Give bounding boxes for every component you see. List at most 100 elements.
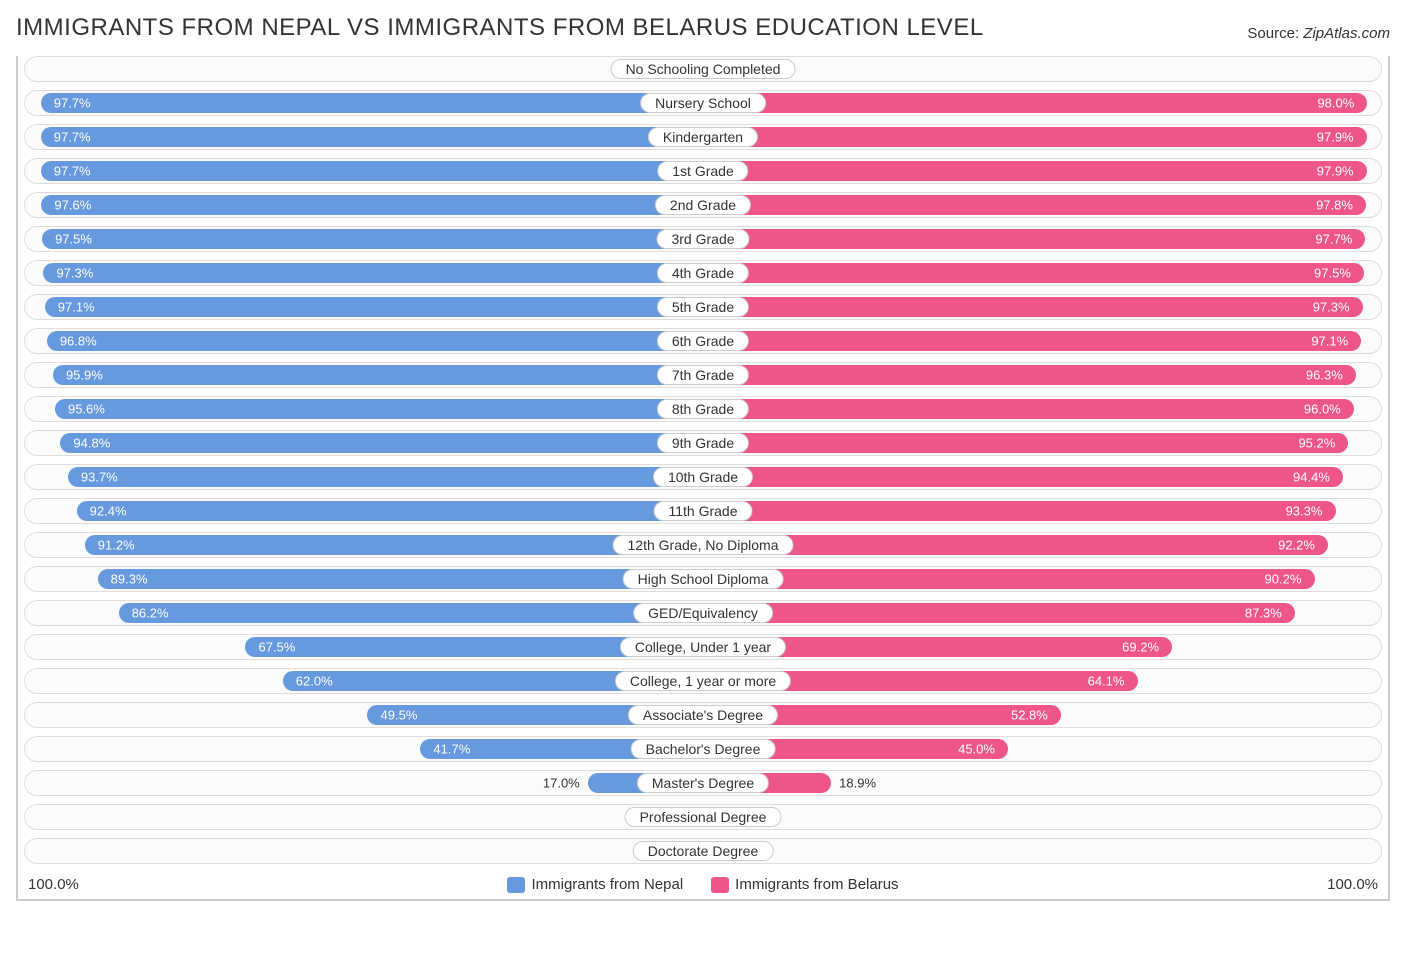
category-label: High School Diploma <box>623 569 784 589</box>
bar-row: 2.3%2.1%No Schooling Completed <box>24 56 1382 82</box>
bar-right <box>703 569 1315 589</box>
pct-label-left: 97.7% <box>54 130 91 145</box>
category-label: 6th Grade <box>657 331 749 351</box>
bar-right <box>703 127 1367 147</box>
bar-left <box>85 535 703 555</box>
category-label: GED/Equivalency <box>633 603 773 623</box>
category-label: Associate's Degree <box>628 705 778 725</box>
bar-row: 97.5% 97.7% 3rd Grade <box>24 226 1382 252</box>
pct-label-right: 90.2% <box>1265 572 1302 587</box>
pct-label-left: 97.1% <box>58 300 95 315</box>
bar-row: 67.5% 69.2% College, Under 1 year <box>24 634 1382 660</box>
pct-label-right: 96.0% <box>1304 402 1341 417</box>
bar-row: 97.1%97.3%5th Grade <box>24 294 1382 320</box>
pct-label-left: 89.3% <box>111 572 148 587</box>
bar-row: 89.3% 90.2% High School Diploma <box>24 566 1382 592</box>
legend-label-right: Immigrants from Belarus <box>735 876 898 893</box>
bar-right <box>703 263 1364 283</box>
pct-label-left: 97.7% <box>54 164 91 179</box>
pct-label-left: 17.0% <box>543 776 580 791</box>
pct-label-right: 95.2% <box>1298 436 1335 451</box>
legend-item-left: Immigrants from Nepal <box>507 876 683 893</box>
category-label: 11th Grade <box>653 501 752 521</box>
category-label: 3rd Grade <box>656 229 749 249</box>
legend-item-right: Immigrants from Belarus <box>711 876 898 893</box>
source-label: Source: <box>1247 25 1303 42</box>
bar-row: 41.7%45.0%Bachelor's Degree <box>24 736 1382 762</box>
bar-row: 97.3%97.5%4th Grade <box>24 260 1382 286</box>
pct-label-right: 52.8% <box>1011 708 1048 723</box>
pct-label-right: 45.0% <box>958 742 995 757</box>
pct-label-left: 67.5% <box>258 640 295 655</box>
bar-left <box>41 161 703 181</box>
legend: Immigrants from Nepal Immigrants from Be… <box>79 876 1327 893</box>
category-label: 8th Grade <box>657 399 749 419</box>
category-label: Master's Degree <box>637 773 769 793</box>
category-label: 1st Grade <box>657 161 748 181</box>
bar-row: 97.7% 97.9% 1st Grade <box>24 158 1382 184</box>
bar-right <box>703 229 1365 249</box>
header: IMMIGRANTS FROM NEPAL VS IMMIGRANTS FROM… <box>16 14 1390 42</box>
bar-left <box>55 399 703 419</box>
pct-label-right: 93.3% <box>1286 504 1323 519</box>
bar-left <box>119 603 703 623</box>
source-value: ZipAtlas.com <box>1303 25 1390 42</box>
bar-row: 62.0%64.1%College, 1 year or more <box>24 668 1382 694</box>
bar-left <box>53 365 703 385</box>
category-label: 2nd Grade <box>655 195 751 215</box>
diverging-bar-chart: 2.3%2.1%No Schooling Completed 97.7%98.0%… <box>16 56 1390 901</box>
legend-label-left: Immigrants from Nepal <box>531 876 683 893</box>
pct-label-left: 62.0% <box>296 674 333 689</box>
pct-label-left: 97.5% <box>55 232 92 247</box>
bar-row: 4.8%5.5%Professional Degree <box>24 804 1382 830</box>
pct-label-left: 49.5% <box>381 708 418 723</box>
category-label: No Schooling Completed <box>611 59 796 79</box>
bar-right <box>703 93 1367 113</box>
bar-left <box>41 195 703 215</box>
bar-right <box>703 331 1361 351</box>
pct-label-left: 97.3% <box>56 266 93 281</box>
pct-label-right: 97.8% <box>1316 198 1353 213</box>
bar-right <box>703 297 1363 317</box>
bar-right <box>703 399 1354 419</box>
bar-right <box>703 501 1336 521</box>
pct-label-right: 97.5% <box>1314 266 1351 281</box>
bar-right <box>703 467 1343 487</box>
bar-row: 97.7%98.0%Nursery School <box>24 90 1382 116</box>
pct-label-right: 64.1% <box>1088 674 1125 689</box>
bar-left <box>60 433 703 453</box>
bar-right <box>703 161 1367 181</box>
bar-left <box>41 127 703 147</box>
bar-row: 93.7%94.4%10th Grade <box>24 464 1382 490</box>
pct-label-right: 92.2% <box>1278 538 1315 553</box>
pct-label-left: 94.8% <box>73 436 110 451</box>
axis-max-left: 100.0% <box>28 876 79 893</box>
bar-row: 2.2%2.2%Doctorate Degree <box>24 838 1382 864</box>
pct-label-left: 96.8% <box>60 334 97 349</box>
bar-row: 49.5% 52.8% Associate's Degree <box>24 702 1382 728</box>
chart-title: IMMIGRANTS FROM NEPAL VS IMMIGRANTS FROM… <box>16 14 984 42</box>
bar-right <box>703 535 1328 555</box>
category-label: College, Under 1 year <box>620 637 786 657</box>
pct-label-right: 97.9% <box>1317 164 1354 179</box>
category-label: Bachelor's Degree <box>631 739 776 759</box>
pct-label-left: 95.9% <box>66 368 103 383</box>
bar-left <box>68 467 703 487</box>
bar-left <box>77 501 703 521</box>
bar-right <box>703 195 1366 215</box>
bar-left <box>98 569 703 589</box>
pct-label-left: 86.2% <box>132 606 169 621</box>
category-label: 7th Grade <box>657 365 749 385</box>
bar-row: 91.2%92.2%12th Grade, No Diploma <box>24 532 1382 558</box>
bar-row: 92.4%93.3%11th Grade <box>24 498 1382 524</box>
pct-label-right: 69.2% <box>1122 640 1159 655</box>
category-label: Nursery School <box>640 93 766 113</box>
pct-label-right: 97.7% <box>1315 232 1352 247</box>
bar-right <box>703 603 1295 623</box>
bar-row: 17.0%18.9%Master's Degree <box>24 770 1382 796</box>
bar-left <box>42 229 703 249</box>
category-label: Kindergarten <box>648 127 758 147</box>
bar-left <box>45 297 703 317</box>
bar-row: 94.8%95.2%9th Grade <box>24 430 1382 456</box>
pct-label-left: 91.2% <box>98 538 135 553</box>
